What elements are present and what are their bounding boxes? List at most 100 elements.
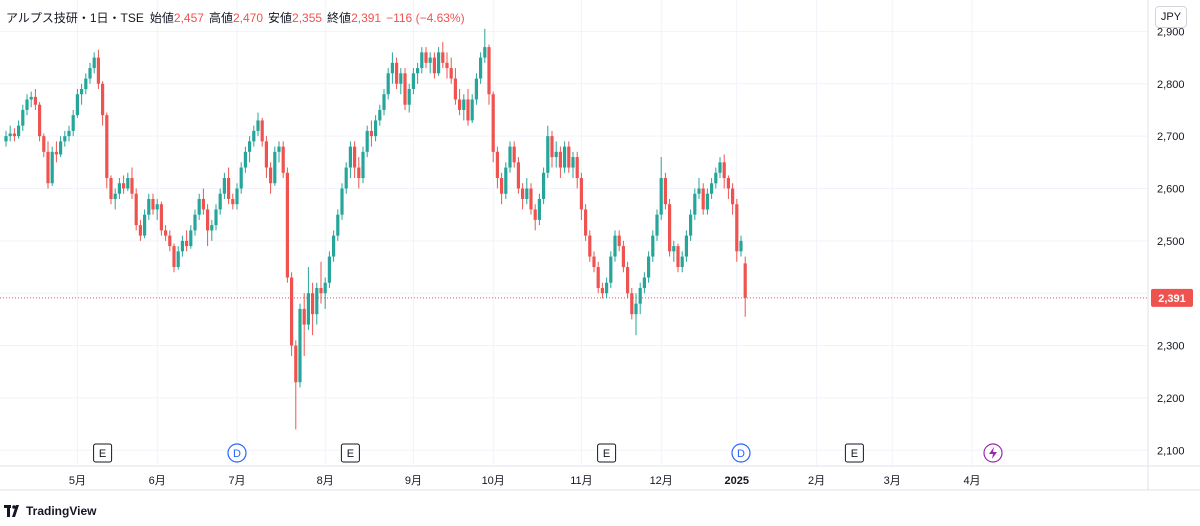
earnings-event-icon[interactable]: E — [340, 443, 360, 463]
tradingview-logo[interactable]: TradingView — [4, 504, 96, 518]
earnings-event-icon[interactable]: E — [844, 443, 864, 463]
time-tick-label: 9月 — [405, 475, 422, 487]
time-tick-label: 10月 — [482, 475, 505, 487]
candle — [17, 120, 21, 139]
price-axis[interactable]: 2,1002,2002,3002,4002,5002,6002,7002,800… — [1147, 0, 1193, 490]
candle — [361, 146, 365, 184]
symbol-title[interactable]: アルプス技研・1日・TSE — [6, 11, 144, 25]
tradingview-logo-icon — [4, 505, 19, 517]
candle — [113, 188, 117, 210]
candle — [474, 73, 478, 105]
candle — [458, 89, 462, 116]
candle — [264, 136, 268, 179]
currency-button[interactable]: JPY — [1155, 6, 1187, 28]
candle — [210, 219, 214, 241]
price-tick-label: 2,900 — [1157, 26, 1185, 38]
earnings-event-icon[interactable]: E — [93, 443, 113, 463]
grid-lines — [0, 0, 1148, 466]
candle — [571, 151, 575, 179]
candle — [613, 230, 617, 262]
candle — [508, 141, 512, 173]
candle — [705, 188, 709, 215]
candle — [88, 62, 92, 84]
price-tick-label: 2,100 — [1157, 445, 1185, 457]
candle — [395, 57, 399, 90]
candle — [130, 167, 134, 199]
candle — [533, 204, 537, 231]
candle — [529, 183, 533, 215]
candle — [399, 68, 403, 95]
candle — [80, 83, 84, 105]
candle — [710, 178, 714, 199]
candle — [42, 133, 46, 158]
candle — [260, 117, 264, 147]
candle — [542, 167, 546, 205]
candle — [491, 91, 495, 163]
candle — [416, 62, 420, 84]
candle — [437, 47, 441, 76]
candle — [726, 175, 730, 199]
candle — [105, 112, 109, 189]
dividend-event-icon[interactable]: D — [731, 443, 751, 463]
candle — [243, 146, 247, 173]
candle — [693, 188, 697, 220]
candle — [714, 167, 718, 189]
candle — [605, 277, 609, 299]
time-tick-label: 4月 — [963, 475, 980, 487]
candle — [311, 282, 315, 336]
candle — [50, 146, 54, 186]
candle — [298, 303, 302, 388]
candle — [54, 141, 58, 163]
open-value: 2,457 — [173, 10, 204, 25]
candle — [600, 282, 604, 299]
candle — [4, 130, 8, 147]
candle — [189, 225, 193, 249]
candle — [718, 157, 722, 179]
candle — [453, 68, 457, 105]
candle — [231, 193, 235, 210]
candle — [168, 230, 172, 252]
candle — [378, 104, 382, 126]
candle — [483, 28, 487, 63]
candle — [147, 193, 151, 220]
candle — [285, 167, 289, 283]
candle — [222, 172, 226, 199]
candle — [525, 178, 529, 205]
candle — [214, 204, 218, 231]
candle — [218, 188, 222, 215]
candle — [546, 125, 550, 179]
earnings-event-icon[interactable]: E — [597, 443, 617, 463]
dividend-event-icon[interactable]: D — [227, 443, 247, 463]
candle — [46, 141, 50, 189]
candle — [428, 52, 432, 74]
candle — [512, 141, 516, 168]
candle — [67, 125, 71, 142]
candle — [12, 128, 16, 142]
close-value: 2,391 — [351, 10, 382, 25]
time-tick-label: 11月 — [570, 475, 592, 487]
lightning-event-icon[interactable] — [983, 443, 1003, 463]
tradingview-brand: TradingView — [26, 504, 97, 518]
candle — [138, 219, 142, 241]
candle — [592, 251, 596, 273]
candle — [206, 204, 210, 247]
candle — [634, 293, 638, 336]
candle — [21, 104, 25, 131]
candle — [340, 183, 344, 220]
candle — [201, 188, 205, 215]
candle — [29, 91, 33, 108]
candle — [248, 136, 252, 163]
candle — [172, 243, 176, 273]
candle — [180, 235, 184, 257]
candle — [487, 44, 491, 105]
price-tick-label: 2,700 — [1157, 131, 1185, 143]
candle — [235, 183, 239, 210]
candle — [554, 141, 558, 168]
candle — [239, 162, 243, 194]
candle — [71, 109, 75, 137]
candle — [479, 52, 483, 84]
high-label: 高値 — [208, 11, 233, 25]
time-axis[interactable]: 5月 6月 7月 8月 9月 10月 11月 12月 2025 2月 3月 4月 — [0, 465, 1200, 491]
